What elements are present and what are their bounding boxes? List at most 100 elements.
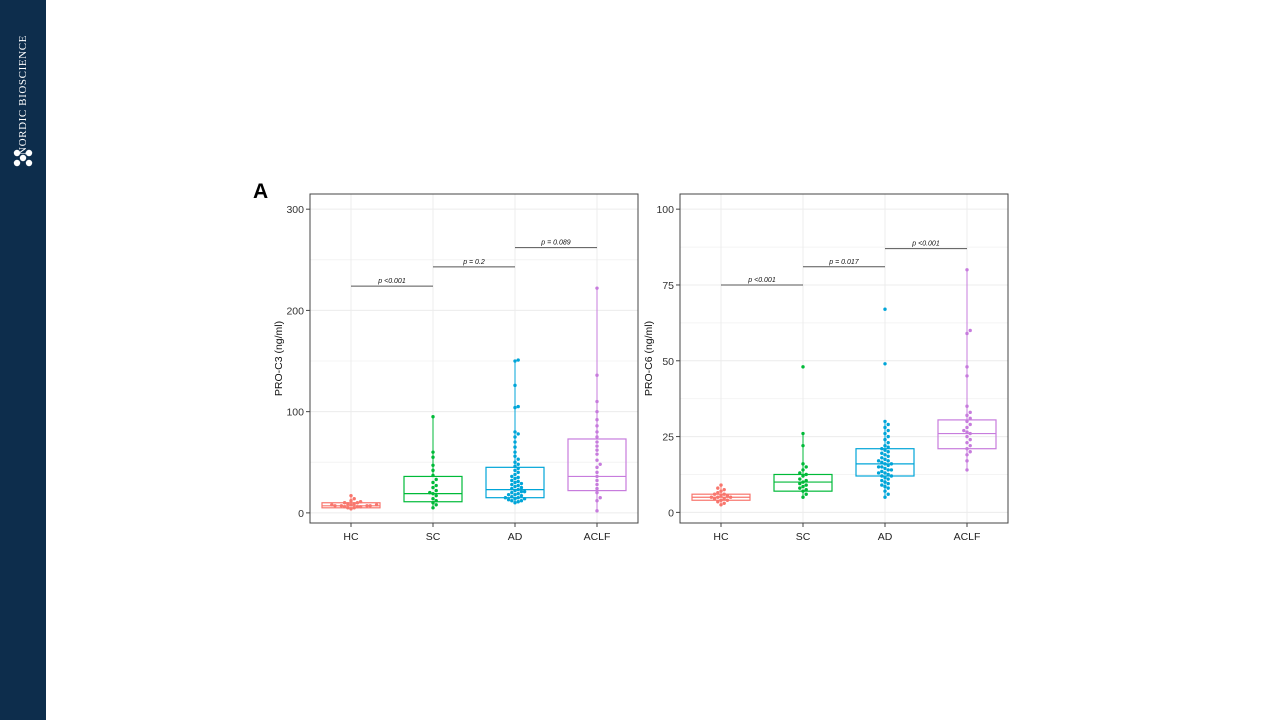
data-point <box>722 487 726 492</box>
data-point <box>804 472 808 477</box>
data-point <box>965 434 969 439</box>
data-point <box>431 468 435 473</box>
data-point <box>798 477 802 481</box>
data-point <box>728 495 733 499</box>
data-point <box>886 434 890 439</box>
y-tick-label: 75 <box>662 280 674 292</box>
data-point <box>716 486 720 490</box>
data-point <box>374 503 379 507</box>
data-point <box>516 479 520 484</box>
data-point <box>965 365 969 369</box>
data-point <box>798 481 802 486</box>
data-point <box>883 307 887 311</box>
data-point <box>595 444 599 448</box>
y-tick-label: 100 <box>656 204 674 216</box>
x-tick-label: SC <box>426 531 441 543</box>
data-point <box>889 468 894 472</box>
data-point <box>880 465 884 469</box>
data-point <box>595 486 599 491</box>
data-point <box>595 373 599 377</box>
y-tick-label: 100 <box>286 407 304 419</box>
data-point <box>886 428 890 433</box>
data-point <box>965 413 969 418</box>
data-point <box>355 505 360 509</box>
data-point <box>595 440 599 444</box>
data-point <box>519 489 524 494</box>
data-point <box>886 454 890 458</box>
data-point <box>876 459 881 463</box>
data-point <box>719 498 723 502</box>
data-point <box>801 489 805 493</box>
data-point <box>510 490 514 495</box>
data-point <box>883 484 887 489</box>
p-value-label: p = 0.089 <box>540 240 570 247</box>
y-tick-label: 0 <box>298 508 304 520</box>
data-point <box>431 506 435 510</box>
data-point <box>883 425 887 430</box>
data-point <box>968 431 972 436</box>
data-point <box>434 483 438 488</box>
data-point <box>431 491 435 496</box>
data-point <box>965 331 969 336</box>
data-point <box>431 497 435 501</box>
data-point <box>431 473 435 478</box>
data-point <box>342 501 347 505</box>
data-point <box>801 480 805 484</box>
data-point <box>513 492 517 497</box>
data-point <box>516 432 520 436</box>
pro-c3-box-plot: p <0.001 p = 0.2 p = 0.089 0 100 200 300 HC SC AD… <box>273 193 639 543</box>
data-point <box>513 480 517 485</box>
data-point <box>355 501 360 505</box>
data-point <box>598 495 602 500</box>
data-point <box>346 502 350 506</box>
data-point <box>513 454 517 458</box>
data-point <box>516 457 520 461</box>
data-point <box>725 498 730 502</box>
data-point <box>516 358 520 362</box>
box-iqr <box>567 438 627 492</box>
data-point <box>883 480 887 484</box>
sidebar: NORDIC BIOSCIENCE <box>0 0 46 720</box>
data-point <box>965 440 969 445</box>
data-point <box>965 404 969 408</box>
x-tick-label: AD <box>878 531 893 543</box>
data-point <box>883 495 887 499</box>
data-point <box>886 440 890 445</box>
data-point <box>965 447 969 451</box>
data-point <box>431 501 435 505</box>
data-point <box>513 488 517 493</box>
data-point <box>880 447 884 451</box>
data-point <box>965 453 969 457</box>
data-point <box>883 419 887 424</box>
data-point <box>513 405 517 410</box>
data-point <box>804 492 808 496</box>
data-point <box>513 359 517 363</box>
x-tick-label: ACLF <box>584 531 611 543</box>
data-point <box>595 435 599 439</box>
data-point <box>431 455 435 459</box>
data-point <box>965 425 969 430</box>
data-point <box>503 495 508 500</box>
data-point <box>506 492 511 497</box>
data-point <box>513 484 517 489</box>
data-point <box>595 458 599 462</box>
data-point <box>804 465 808 469</box>
data-point <box>516 491 520 496</box>
data-point <box>349 503 353 507</box>
data-point <box>516 404 520 409</box>
data-point <box>513 435 517 439</box>
data-point <box>330 503 334 507</box>
data-point <box>434 503 438 507</box>
data-point <box>719 483 723 487</box>
data-point <box>516 466 520 471</box>
data-point <box>368 504 372 508</box>
data-point <box>801 443 805 448</box>
data-point <box>510 482 514 487</box>
data-point <box>883 362 887 366</box>
data-point <box>510 486 514 491</box>
data-point <box>513 497 517 501</box>
data-point <box>712 492 717 496</box>
data-point <box>965 419 969 424</box>
data-point <box>722 501 726 505</box>
box-sc <box>403 415 463 510</box>
